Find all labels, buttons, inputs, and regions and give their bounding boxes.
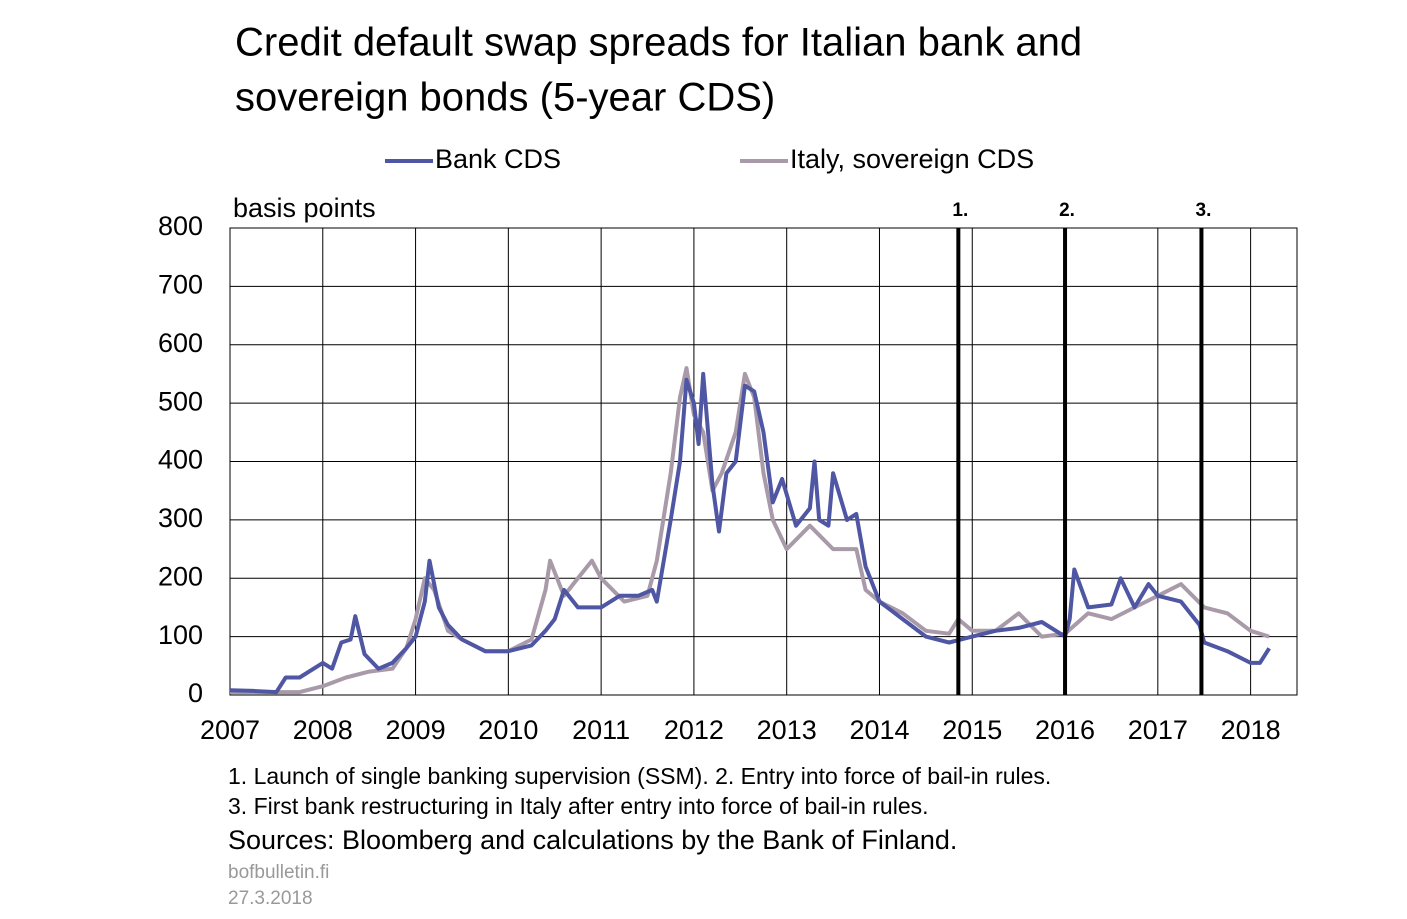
y-tick-label: 200	[158, 561, 203, 591]
x-tick-label: 2015	[942, 715, 1002, 745]
legend-label: Bank CDS	[435, 144, 561, 174]
x-tick-label: 2009	[386, 715, 446, 745]
data-line	[230, 366, 1270, 695]
y-tick-label: 400	[158, 445, 203, 475]
y-tick-label: 800	[158, 211, 203, 241]
x-tick-label: 2013	[757, 715, 817, 745]
legend-label: Italy, sovereign CDS	[790, 144, 1034, 174]
footer: 27.3.2018	[228, 888, 313, 909]
event-label: 1.	[952, 200, 968, 221]
note: 1. Launch of single banking supervision …	[228, 763, 1051, 789]
x-tick-label: 2007	[200, 715, 260, 745]
x-tick-label: 2011	[572, 715, 630, 745]
footer: bofbulletin.fi	[228, 862, 329, 883]
x-tick-label: 2014	[849, 715, 909, 745]
y-tick-label: 600	[158, 328, 203, 358]
source: Sources: Bloomberg and calculations by t…	[228, 825, 957, 855]
x-tick-label: 2017	[1128, 715, 1188, 745]
y-tick-label: 300	[158, 503, 203, 533]
event-label: 3.	[1196, 200, 1212, 221]
chart-title: sovereign bonds (5-year CDS)	[235, 76, 775, 120]
x-tick-label: 2008	[293, 715, 353, 745]
note: 3. First bank restructuring in Italy aft…	[228, 793, 929, 819]
y-tick-label: 0	[188, 678, 203, 708]
x-tick-label: 2012	[664, 715, 724, 745]
x-tick-label: 2010	[478, 715, 538, 745]
y-axis-label: basis points	[233, 193, 376, 223]
x-tick-label: 2018	[1221, 715, 1281, 745]
y-tick-label: 500	[158, 386, 203, 416]
data-line	[229, 371, 1271, 695]
y-tick-label: 700	[158, 270, 203, 300]
x-tick-label: 2016	[1035, 715, 1095, 745]
event-label: 2.	[1059, 200, 1075, 221]
chart-title: Credit default swap spreads for Italian …	[235, 21, 1082, 65]
y-tick-label: 100	[158, 620, 203, 650]
